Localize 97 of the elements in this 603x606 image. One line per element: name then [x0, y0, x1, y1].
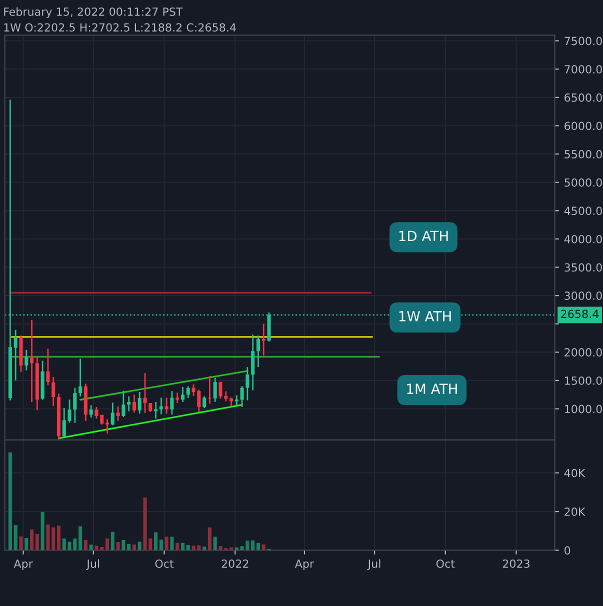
bar [52, 527, 56, 550]
candlestick [68, 398, 72, 424]
y-tick-label: 5500.0 [564, 150, 602, 158]
candlestick [127, 396, 131, 412]
candlestick [73, 387, 77, 424]
bar [110, 532, 114, 550]
bar [132, 544, 136, 550]
ref-line-label: 2658.4 [561, 310, 599, 318]
candlestick [234, 394, 238, 406]
bar [89, 544, 93, 550]
candlestick [240, 385, 244, 408]
bar [46, 524, 50, 550]
x-tick-label: Oct [155, 559, 174, 568]
y-tick-label: 6500.0 [564, 93, 602, 102]
bar [40, 512, 44, 550]
chart-title: February 15, 2022 00:11:27 PST [4, 7, 183, 18]
candlestick [256, 334, 260, 368]
bar [35, 534, 39, 550]
candlestick [246, 366, 250, 402]
bar [56, 526, 61, 550]
candlestick [132, 394, 136, 414]
x-tick-label: Apr [14, 560, 33, 570]
candlestick [138, 391, 142, 414]
candlestick [164, 396, 168, 414]
candlestick [170, 390, 174, 416]
y-tick-label: 40K [564, 468, 586, 478]
text: 1W ATH [399, 311, 451, 322]
x-tick-label: 2022 [222, 559, 248, 568]
candlestick [24, 349, 28, 372]
candlestick [105, 418, 110, 434]
candlestick [154, 401, 158, 420]
y-tick-label: 7500.0 [564, 36, 602, 46]
chart-subtitle: 1W O:2202.5 H:2702.5 L:2188.2 C:2658.4 [4, 23, 236, 32]
text: 1D ATH [399, 230, 448, 242]
candlestick [14, 329, 18, 382]
candlestick [208, 375, 212, 404]
bar [14, 525, 18, 550]
y-tick-label: 4500.0 [564, 206, 602, 216]
bar [256, 542, 260, 550]
bar [262, 544, 266, 550]
candlestick [159, 396, 163, 416]
y-tick-label: 7000.0 [564, 65, 602, 74]
bar [208, 527, 212, 550]
y-tick-label: 1000.0 [565, 404, 602, 414]
y-tick-label: 5000.0 [564, 178, 602, 187]
bar [30, 530, 34, 550]
x-tick-label: Apr [294, 560, 314, 570]
bar [213, 536, 217, 550]
bar [84, 540, 88, 550]
y-tick-label: 20K [564, 508, 586, 516]
candlestick [202, 396, 206, 409]
bar [138, 542, 142, 550]
bar [116, 542, 120, 550]
candlestick [122, 390, 126, 418]
candlestick [176, 392, 180, 404]
bar [24, 538, 28, 550]
y-tick-label: 6000.0 [564, 122, 602, 130]
bar [127, 544, 131, 550]
bar [159, 540, 163, 550]
bar [202, 546, 206, 550]
bar [19, 536, 23, 550]
candlestick [143, 372, 147, 414]
candlestick [116, 406, 120, 422]
x-tick-label: 2023 [502, 559, 530, 568]
bar [170, 536, 174, 550]
x-tick-label: Jul [86, 559, 100, 570]
candlestick [46, 348, 50, 386]
x-tick-label: Jul [367, 559, 380, 570]
text: 1M ATH [407, 384, 457, 394]
bar [62, 538, 66, 550]
y-tick-label: 1500.0 [565, 376, 602, 385]
candlestick [186, 386, 190, 399]
y-tick-label: 0 [564, 546, 570, 555]
candlestick [62, 407, 66, 439]
y-tick-label: 2000.0 [564, 348, 602, 357]
candlestick [89, 404, 93, 418]
x-tick-label: Oct [436, 559, 455, 568]
bar [122, 540, 126, 550]
candlestick [30, 319, 34, 403]
y-tick-label: 4000.0 [564, 234, 602, 244]
candlestick [110, 402, 114, 426]
candlestick [52, 376, 56, 407]
candlestick [78, 358, 82, 398]
bar [186, 545, 190, 550]
bar [176, 542, 180, 550]
bar [251, 540, 255, 550]
candlestick [213, 377, 217, 403]
bar [180, 542, 185, 550]
candlestick [251, 334, 255, 392]
bar [164, 536, 168, 550]
bar [78, 526, 82, 550]
y-tick-label: 3500.0 [564, 263, 602, 272]
y-tick-label: 3000.0 [564, 292, 602, 300]
bar [8, 452, 12, 550]
candlestick [180, 386, 185, 403]
bar [154, 532, 158, 550]
bar [105, 538, 110, 550]
